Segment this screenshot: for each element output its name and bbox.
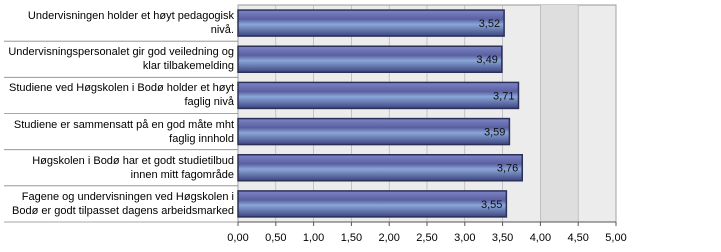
plot-band <box>540 5 579 222</box>
bar <box>237 81 520 110</box>
x-tick-label: 2,00 <box>378 232 399 244</box>
bar <box>237 154 524 182</box>
value-label: 3,71 <box>493 90 514 102</box>
category-label: Undervisningspersonalet gir god veiledni… <box>8 46 234 73</box>
category-label: Fagene og undervisningen ved Høgskolen i… <box>12 190 234 217</box>
x-tick-label: 3,50 <box>492 232 513 244</box>
x-tick-label: 3,00 <box>454 232 475 244</box>
category-label: Studiene ved Høgskolen i Bodø holder et … <box>8 82 234 109</box>
x-tick-label: 4,50 <box>567 232 588 244</box>
bar <box>237 117 511 146</box>
bar <box>237 9 505 37</box>
value-label: 3,76 <box>497 163 518 175</box>
value-label: 3,55 <box>481 199 502 211</box>
x-tick-label: 2,50 <box>416 232 437 244</box>
x-tick-label: 1,00 <box>303 232 324 244</box>
x-tick-label: 0,50 <box>265 232 286 244</box>
x-tick-label: 5,00 <box>605 232 626 244</box>
x-tick-label: 0,00 <box>227 232 248 244</box>
bar <box>237 190 508 218</box>
bar <box>237 45 503 73</box>
value-label: 3,52 <box>479 18 500 30</box>
category-label: Høgskolen i Bodø har et godt studietilbu… <box>32 154 234 181</box>
x-tick-label: 1,50 <box>341 232 362 244</box>
value-label: 3,49 <box>476 54 497 66</box>
value-label: 3,59 <box>484 126 505 138</box>
category-label: Studiene er sammensatt på en god måte mh… <box>13 118 234 145</box>
category-label: Undervisningen holder et høyt pedagogisk… <box>27 10 234 37</box>
x-tick-label: 4,00 <box>530 232 551 244</box>
